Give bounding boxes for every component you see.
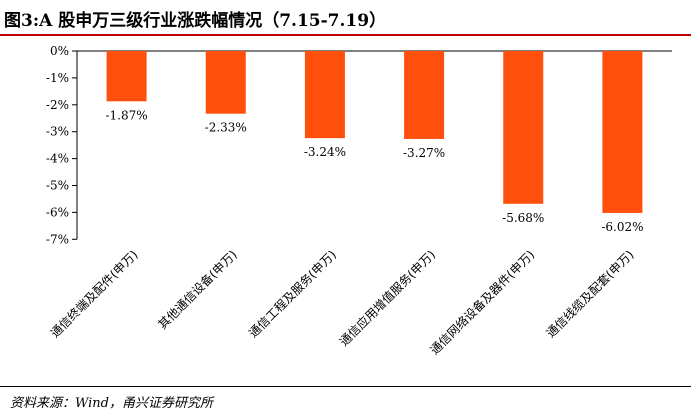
y-tick-label: 0%: [50, 44, 69, 58]
bar: [304, 51, 345, 139]
data-label: -3.24%: [304, 145, 346, 159]
data-label: -1.87%: [105, 108, 147, 122]
x-tick-label: 通信应用增值服务(申万): [336, 247, 438, 349]
x-tick-label: 通信工程及服务(申万): [245, 247, 339, 341]
y-tick-label: -4%: [46, 152, 69, 166]
bar-chart: 0% -1% -2% -3% -4% -5% -6% -7% -1.87% 通信终端及配件(申万)…: [46, 44, 672, 358]
data-label: -3.27%: [403, 146, 445, 160]
bar: [503, 51, 544, 204]
data-label: -5.68%: [502, 211, 544, 225]
y-tick-label: -5%: [46, 179, 69, 193]
data-label: -6.02%: [601, 220, 643, 234]
bar: [106, 51, 147, 102]
y-tick-label: -3%: [46, 125, 69, 139]
y-tick-label: -2%: [46, 98, 69, 112]
source-note: 资料来源：Wind，甬兴证券研究所: [10, 396, 213, 411]
x-tick-label: 通信终端及配件(申万): [47, 247, 141, 341]
y-tick-label: -1%: [46, 71, 69, 85]
x-tick-label: 其他通信设备(申万): [155, 248, 239, 332]
bar: [602, 51, 643, 213]
bar: [404, 51, 445, 139]
y-tick-label: -7%: [46, 232, 69, 246]
data-label: -2.33%: [205, 121, 247, 135]
page-title: 图3:A 股申万三级行业涨跌幅情况（7.15-7.19）: [4, 11, 387, 31]
footer-divider: [0, 386, 691, 387]
bar: [205, 51, 246, 114]
y-tick-label: -6%: [46, 205, 69, 219]
title-bar: 图3:A 股申万三级行业涨跌幅情况（7.15-7.19）: [0, 0, 691, 36]
x-tick-label: 通信网络设备及器件(申万): [427, 247, 538, 358]
x-tick-label: 通信线缆及配套(申万): [544, 248, 637, 341]
